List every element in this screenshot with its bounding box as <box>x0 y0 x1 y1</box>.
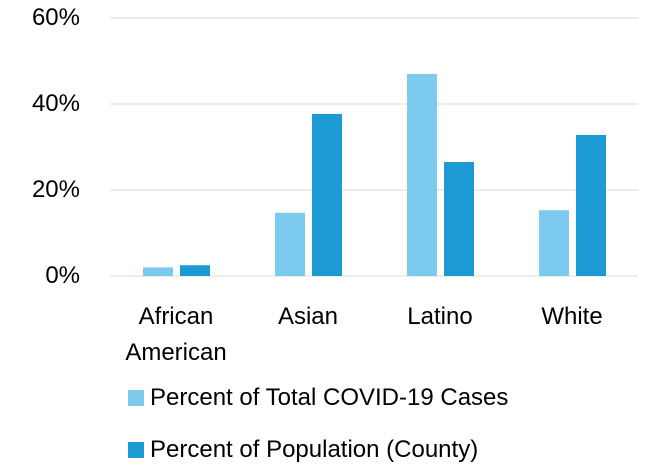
x-tick-label: Latino <box>407 303 473 330</box>
bar <box>143 267 173 276</box>
bar <box>275 212 305 276</box>
bar <box>539 210 569 276</box>
y-tick-label: 40% <box>31 90 80 117</box>
y-tick-label: 60% <box>31 4 80 31</box>
bar <box>312 113 342 276</box>
legend-swatch <box>128 442 144 458</box>
bar <box>444 162 474 276</box>
legend-item: Percent of Population (County) <box>128 432 478 468</box>
x-tick-label: African American <box>125 303 227 366</box>
legend-swatch <box>128 390 144 406</box>
y-tick-label: 0% <box>45 262 80 289</box>
x-tick-label: White <box>541 303 603 330</box>
legend-label: Percent of Population (County) <box>150 436 479 463</box>
bar <box>180 265 210 276</box>
legend-label: Percent of Total COVID-19 Cases <box>150 384 509 411</box>
bar <box>576 134 606 276</box>
y-tick-label: 20% <box>31 176 80 203</box>
bar <box>407 73 437 277</box>
legend-item: Percent of Total COVID-19 Cases <box>128 380 508 416</box>
x-tick-label: Asian <box>277 303 339 330</box>
